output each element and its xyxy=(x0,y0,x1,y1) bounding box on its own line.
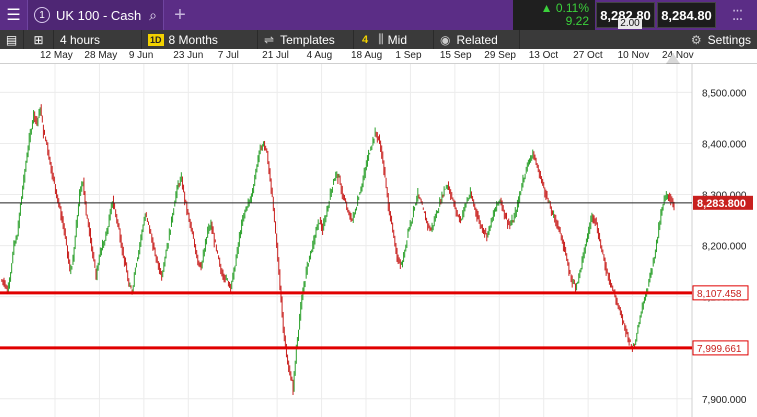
date-tick-label: 15 Sep xyxy=(439,50,472,61)
instrument-tab[interactable]: 1 UK 100 - Cash ⌕ xyxy=(28,0,164,30)
range-badge: 1D xyxy=(148,33,164,46)
plus-icon[interactable]: + xyxy=(174,3,186,26)
date-tick-label: 13 Oct xyxy=(528,50,559,61)
indicators-button[interactable]: 4 ⫼ Mid xyxy=(354,30,434,49)
indicator-count: 4 xyxy=(362,33,369,46)
templates-button[interactable]: ⇌ Templates xyxy=(258,30,354,49)
related-button[interactable]: ◉ Related xyxy=(434,30,520,49)
settings-button[interactable]: ⚙ Settings xyxy=(685,30,757,49)
date-tick-label: 29 Sep xyxy=(484,50,516,61)
templates-icon: ⇌ xyxy=(264,32,275,47)
instrument-name: UK 100 - Cash xyxy=(56,7,142,23)
spread-badge: 2.00 xyxy=(618,18,642,29)
date-tick-label: 28 May xyxy=(84,50,118,61)
price-tick-label: 8,400.000 xyxy=(702,139,747,150)
chart-canvas[interactable]: 8,500.0008,400.0008,300.0008,200.0008,10… xyxy=(0,64,757,417)
change-percent: ▲ 0.11% xyxy=(540,1,589,15)
date-axis: 12 May 28 May 9 Jun 23 Jun 7 Jul 21 Jul 4 Aug 1… xyxy=(0,49,757,64)
range-selector[interactable]: 1D 8 Months xyxy=(142,30,258,49)
ask-price-button[interactable]: 8,284.80 xyxy=(657,2,716,28)
current-price-tag xyxy=(693,195,753,210)
current-price-label: 8,283.800 xyxy=(697,198,746,210)
date-tick-label: 4 Aug xyxy=(306,50,333,61)
date-tick-label: 27 Oct xyxy=(573,50,603,61)
layout-grid-icon[interactable]: ⁚⁚⁚ xyxy=(731,6,743,23)
list-icon[interactable]: ▤ xyxy=(0,30,24,49)
top-bar: ☰ 1 UK 100 - Cash ⌕ + ▲ 0.11% 9.22 8,282… xyxy=(0,0,757,30)
range-label: 8 Months xyxy=(168,32,218,47)
date-tick-label: 24 Nov xyxy=(662,50,694,61)
level-price-label: 8,107.458 xyxy=(697,289,742,300)
date-tick-label: 1 Sep xyxy=(395,50,422,61)
settings-label: Settings xyxy=(707,32,751,47)
layout-icon[interactable]: ⊞ xyxy=(24,30,54,49)
price-change: ▲ 0.11% 9.22 xyxy=(513,0,595,30)
price-type-label: Mid xyxy=(387,32,407,47)
tab-number: 1 xyxy=(34,7,50,23)
interval-selector[interactable]: 4 hours xyxy=(54,30,142,49)
gear-icon: ⚙ xyxy=(690,32,702,47)
templates-label: Templates xyxy=(280,32,335,47)
level-price-label: 7,999.661 xyxy=(697,344,742,355)
date-tick-label: 12 May xyxy=(40,50,73,61)
interval-label: 4 hours xyxy=(60,32,101,47)
hamburger-icon[interactable]: ☰ xyxy=(0,0,28,30)
date-tick-label: 18 Aug xyxy=(351,50,383,61)
chart-toolbar: ▤ ⊞ 4 hours 1D 8 Months ⇌ Templates 4 ⫼ … xyxy=(0,30,757,49)
candles-icon: ⫼ xyxy=(378,32,384,46)
date-tick-label: 7 Jul xyxy=(217,50,239,61)
price-chart[interactable]: 8,500.0008,400.0008,300.0008,200.0008,10… xyxy=(0,64,757,417)
change-points: 9.22 xyxy=(565,14,589,28)
eye-icon: ◉ xyxy=(440,32,451,47)
date-tick-label: 9 Jun xyxy=(128,50,154,61)
price-tick-label: 8,200.000 xyxy=(702,242,747,253)
date-tick-label: 23 Jun xyxy=(173,50,204,61)
price-tick-label: 7,900.000 xyxy=(702,395,747,406)
date-tick-label: 21 Jul xyxy=(262,50,289,61)
price-tick-label: 8,500.000 xyxy=(702,88,747,99)
search-icon[interactable]: ⌕ xyxy=(149,6,157,23)
date-tick-label: 10 Nov xyxy=(617,50,650,61)
level-price-tag xyxy=(692,285,749,301)
related-label: Related xyxy=(456,32,498,47)
level-price-tag xyxy=(692,340,749,356)
